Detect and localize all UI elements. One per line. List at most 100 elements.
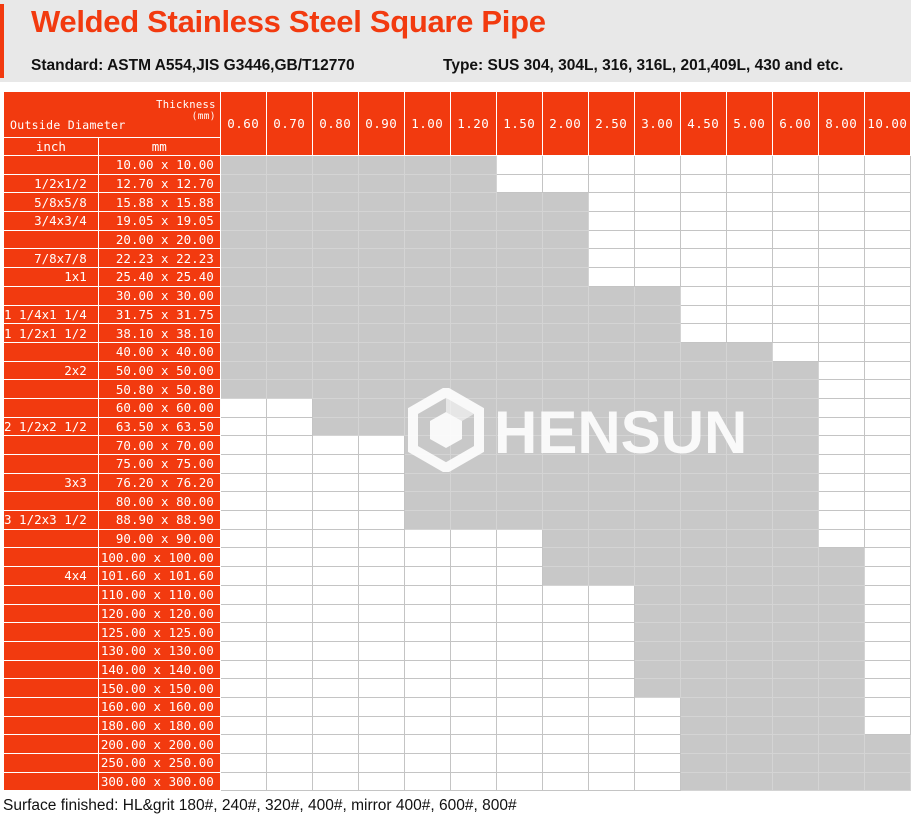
available-cell [495,435,543,455]
available-cell [679,734,727,754]
inch-size-cell: 3x3 [3,472,99,493]
available-cell [495,416,543,437]
unavailable-cell [357,510,405,530]
available-cell [219,192,267,213]
available-cell [357,397,405,418]
unavailable-cell [311,640,359,661]
available-cell [403,192,451,213]
available-cell [449,285,497,306]
unavailable-cell [679,323,727,343]
unavailable-cell [541,734,589,754]
thickness-header-0: 0.60 [219,91,267,156]
table-row: 130.00 x 130.00 [3,640,911,661]
unavailable-cell [541,678,589,698]
unavailable-cell [541,640,589,661]
available-cell [449,435,497,455]
unavailable-cell [449,753,497,773]
mm-size-cell: 90.00 x 90.00 [97,528,221,549]
unavailable-cell [633,753,681,773]
unavailable-cell [817,379,865,399]
available-cell [771,360,819,381]
unavailable-cell [771,304,819,325]
available-cell [449,211,497,231]
available-cell [725,491,773,512]
unavailable-cell [403,584,451,605]
unavailable-cell [495,659,543,680]
available-cell [541,285,589,306]
unavailable-cell [587,753,635,773]
mm-size-cell: 70.00 x 70.00 [97,435,221,455]
unavailable-cell [633,155,681,175]
unavailable-cell [771,155,819,175]
unavailable-cell [633,734,681,754]
inch-size-cell [3,622,99,642]
inch-size-cell: 1 1/2x1 1/2 [3,323,99,343]
unavailable-cell [679,285,727,306]
unavailable-cell [633,267,681,287]
table-row: 250.00 x 250.00 [3,753,911,773]
available-cell [725,622,773,642]
available-cell [311,323,359,343]
available-cell [495,285,543,306]
mm-size-cell: 200.00 x 200.00 [97,734,221,754]
available-cell [495,229,543,250]
table-row: 10.00 x 10.00 [3,155,911,175]
inch-size-cell [3,379,99,399]
available-cell [725,659,773,680]
available-cell [311,416,359,437]
unavailable-cell [863,341,911,362]
table-row: 20.00 x 20.00 [3,229,911,250]
unavailable-cell [725,323,773,343]
unavailable-cell [863,622,911,642]
unavailable-cell [587,211,635,231]
available-cell [679,397,727,418]
unavailable-cell [219,771,267,792]
available-cell [587,435,635,455]
unavailable-cell [357,640,405,661]
unavailable-cell [587,192,635,213]
available-cell [357,155,405,175]
thickness-header-11: 5.00 [725,91,773,156]
available-cell [403,248,451,269]
available-cell [633,472,681,493]
unavailable-cell [495,715,543,736]
table-row: 120.00 x 120.00 [3,603,911,624]
inch-size-cell [3,454,99,474]
available-cell [265,323,313,343]
available-cell [633,659,681,680]
available-cell [357,416,405,437]
available-cell [679,379,727,399]
unavailable-cell [817,360,865,381]
unavailable-cell [219,678,267,698]
available-cell [541,510,589,530]
unavailable-cell [219,640,267,661]
available-cell [541,192,589,213]
unavailable-cell [357,753,405,773]
unavailable-cell [863,229,911,250]
inch-size-cell [3,435,99,455]
available-cell [495,211,543,231]
unavailable-cell [863,248,911,269]
available-cell [265,360,313,381]
unavailable-cell [817,304,865,325]
unavailable-cell [357,696,405,717]
available-cell [725,678,773,698]
available-cell [587,454,635,474]
unavailable-cell [449,696,497,717]
available-cell [771,416,819,437]
mm-size-cell: 80.00 x 80.00 [97,491,221,512]
unavailable-cell [311,734,359,754]
unavailable-cell [771,173,819,194]
unavailable-cell [357,678,405,698]
available-cell [357,304,405,325]
thickness-header-7: 2.00 [541,91,589,156]
unavailable-cell [357,528,405,549]
unavailable-cell [495,753,543,773]
available-cell [449,472,497,493]
available-cell [449,192,497,213]
table-row: 1 1/4x1 1/4 31.75 x 31.75 [3,304,911,325]
table-row: 3/4x3/4 19.05 x 19.05 [3,211,911,231]
unavailable-cell [863,267,911,287]
unavailable-cell [863,510,911,530]
available-cell [311,173,359,194]
